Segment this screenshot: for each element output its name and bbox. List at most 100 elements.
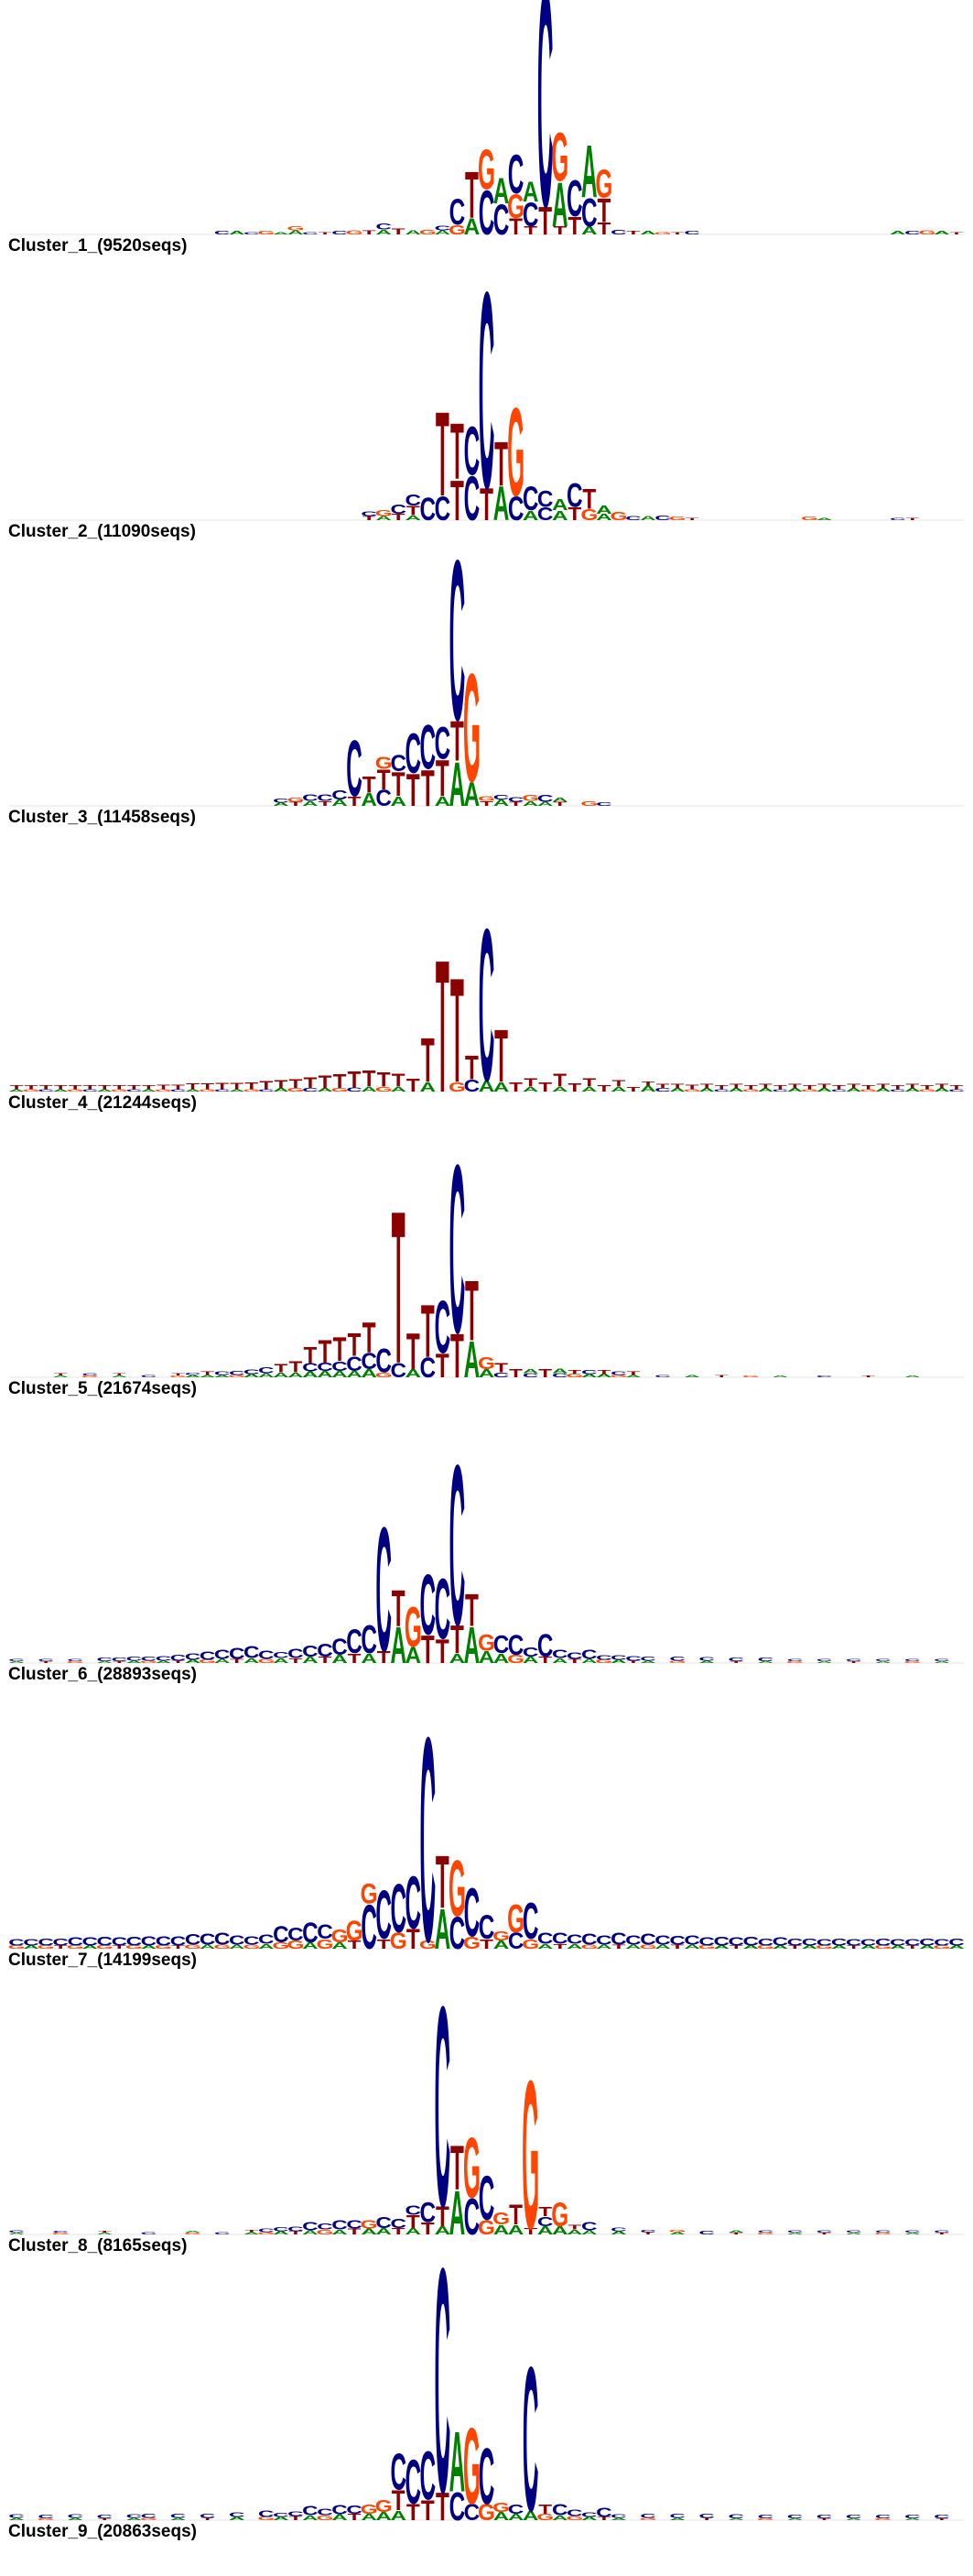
logo-letter-T-6-31-1: T [465,1585,479,1636]
logo-letter-C-7-1-1: C [23,1937,39,1947]
logo-letter-A-5-24-0: A [361,1368,377,1381]
logo-letter-G-9-33-1: G [492,2500,510,2515]
logo-letter-A-1-25-0: A [375,228,392,235]
logo-letter-C-5-28-0: C [420,1352,437,1384]
logo-letter-A-3-24-0: A [361,789,377,810]
logo-letter-G-6-45-0: G [669,1660,687,1664]
logo-letter-T-4-44-1: T [656,1082,670,1090]
logo-letter-C-7-61-1: C [904,1937,921,1947]
logo-letter-C-5-15-1: C [229,1370,245,1376]
logo-letter-C-6-2-1: C [38,1658,54,1662]
logo-letter-T-2-30-0: T [450,470,464,534]
logo-letter-G-7-2-0: G [38,1944,55,1950]
logo-letter-C-1-33-0: C [493,195,510,244]
logo-letter-A-6-63-0: A [934,1661,950,1664]
logo-letter-C-6-37-1: C [552,1648,568,1661]
logo-letter-A-9-20-0: A [302,2514,319,2521]
logo-letter-C-3-25-0: C [375,787,392,811]
logo-letter-G-8-31-1: G [463,2120,481,2216]
logo-letter-G-7-6-0: G [96,1944,114,1950]
logo-letter-A-4-0-0: A [8,1089,25,1092]
logo-letter-A-6-33-0: A [493,1651,510,1666]
logo-letter-T-8-49-0: T [730,2233,743,2235]
logo-letter-C-4-60-0: C [890,1089,906,1092]
logo-letter-A-8-33-0: A [493,2223,510,2237]
logo-letter-C-7-10-1: C [156,1934,172,1949]
logo-letter-A-4-21-0: A [317,1087,333,1092]
logo-letter-A-1-27-0: A [405,229,421,235]
logo-letter-T-6-26-1: T [392,1581,405,1637]
logo-letter-G-8-45-1: G [669,2229,687,2233]
logo-letter-A-1-35-2: A [523,176,539,208]
logo-letter-C-6-0-1: C [8,1658,25,1662]
logo-letter-T-1-36-0: T [538,200,552,244]
logo-letter-T-4-38-0: T [568,1082,581,1095]
logo-letter-A-8-38-0: A [567,2228,583,2235]
logo-letter-G-6-32-1: G [478,1631,495,1656]
logo-letter-C-1-16-0: C [243,232,260,235]
logo-letter-A-5-40-0: A [596,1373,612,1378]
logo-letter-G-7-28-0: G [419,1940,437,1952]
logo-letter-C-7-25-1: C [375,1877,392,1953]
logo-letter-G-3-31-1: G [463,641,481,814]
logo-letter-C-8-32-1: C [479,2162,495,2233]
logo-letter-A-9-15-0: A [229,2516,245,2521]
logo-letter-C-2-31-1: C [464,413,481,489]
logo-letter-T-4-0-1: T [10,1084,24,1091]
cluster-label: Cluster_5_(21674seqs) [8,1379,197,1398]
logo-letter-T-4-13-1: T [200,1081,214,1091]
logo-letter-C-7-47-1: C [698,1936,715,1949]
logo-letter-A-4-28-0: A [420,1080,437,1094]
logo-letter-C-1-20-0: C [302,232,319,235]
logo-letter-G-4-7-0: G [111,1089,128,1092]
logo-letter-C-6-40-1: C [596,1654,612,1661]
logo-letter-C-6-49-1: C [729,1658,745,1663]
logo-letter-A-8-30-0: A [449,2177,466,2247]
logo-letter-A-8-45-0: A [669,2232,686,2235]
logo-letter-A-9-25-0: A [375,2511,392,2524]
logo-letter-T-4-37-1: T [553,1071,567,1091]
logo-letter-A-7-42-0: A [625,1943,642,1950]
logo-letter-A-6-24-0: A [361,1651,377,1666]
logo-letter-T-5-27-1: T [406,1324,420,1381]
logo-letter-T-4-5-1: T [83,1084,97,1091]
logo-letter-T-4-41-1: T [611,1078,626,1088]
logo-letter-C-6-42-1: C [625,1655,642,1662]
logo-letter-G-4-1-0: G [23,1089,40,1092]
logo-letter-T-8-19-0: T [288,2230,302,2235]
logo-letter-C-1-22-0: C [331,230,348,235]
logo-letter-C-5-21-1: C [317,1361,333,1374]
logo-letter-C-4-14-0: C [214,1089,231,1092]
logo-letter-T-4-18-1: T [274,1079,287,1092]
logo-letter-C-6-10-1: C [156,1655,172,1662]
logo-letter-T-5-28-1: T [421,1289,435,1373]
logo-letter-C-6-13-1: C [200,1650,216,1663]
logo-letter-A-1-37-1: A [552,168,568,239]
logo-letter-A-3-31-0: A [464,775,481,814]
logo-letter-T-2-32-0: T [480,479,493,530]
logo-letter-C-5-37-0: C [552,1372,568,1378]
logo-letter-T-4-33-1: T [494,1015,508,1098]
logo-letter-C-9-59-1: C [875,2515,892,2520]
logo-letter-A-2-40-0: A [596,512,612,522]
logo-letter-C-6-34-1: C [508,1629,524,1661]
logo-letter-T-2-29-1: T [436,388,449,522]
logo-letter-C-6-28-1: C [420,1557,437,1653]
logo-letter-C-2-31-0: C [464,462,481,533]
logo-letter-A-5-7-0: A [112,1375,128,1378]
logo-letter-A-4-61-0: A [904,1087,921,1092]
logo-letter-C-6-15-1: C [229,1646,245,1663]
logo-letter-T-4-59-1: T [876,1082,890,1090]
logo-letter-T-9-36-1: T [538,2502,553,2516]
logo-letter-C-9-26-2: C [390,2444,406,2501]
logo-letter-G-8-37-1: G [551,2195,568,2234]
logo-letter-G-3-25-2: G [375,753,393,773]
logo-letter-T-4-3-1: T [54,1084,68,1091]
logo-letter-G-9-59-0: G [874,2518,892,2521]
logo-letter-T-4-12-1: T [186,1081,200,1091]
logo-letter-G-7-39-0: G [580,1943,598,1950]
logo-letter-C-9-19-1: C [287,2510,304,2517]
